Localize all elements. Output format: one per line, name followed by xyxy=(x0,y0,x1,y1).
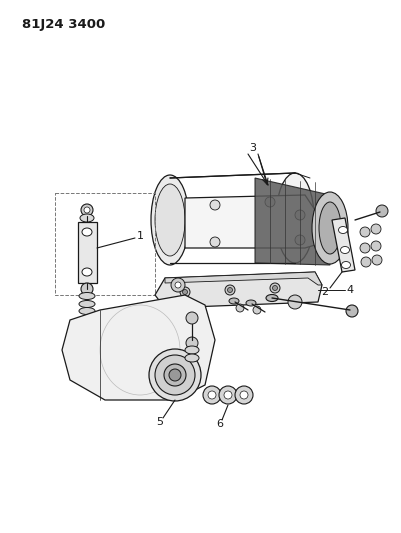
Text: 5: 5 xyxy=(156,417,163,427)
Ellipse shape xyxy=(184,354,198,362)
Polygon shape xyxy=(62,295,215,400)
Circle shape xyxy=(269,283,279,293)
Ellipse shape xyxy=(245,300,255,306)
Circle shape xyxy=(219,386,237,404)
Ellipse shape xyxy=(151,175,188,265)
Circle shape xyxy=(359,243,369,253)
Circle shape xyxy=(360,257,370,267)
Circle shape xyxy=(370,241,380,251)
Circle shape xyxy=(223,391,231,399)
Polygon shape xyxy=(184,195,314,248)
Circle shape xyxy=(203,386,221,404)
Circle shape xyxy=(186,312,198,324)
Circle shape xyxy=(174,282,180,288)
Circle shape xyxy=(294,210,304,220)
Ellipse shape xyxy=(79,301,95,308)
Circle shape xyxy=(170,278,184,292)
Ellipse shape xyxy=(79,308,95,314)
Circle shape xyxy=(209,237,219,247)
Ellipse shape xyxy=(80,214,94,222)
Circle shape xyxy=(345,305,357,317)
Ellipse shape xyxy=(155,355,194,395)
Text: 6: 6 xyxy=(216,419,223,429)
Ellipse shape xyxy=(275,173,313,263)
Polygon shape xyxy=(254,178,329,265)
Circle shape xyxy=(239,391,247,399)
Circle shape xyxy=(359,227,369,237)
Ellipse shape xyxy=(164,364,186,386)
Text: 81J24 3400: 81J24 3400 xyxy=(22,18,105,31)
Ellipse shape xyxy=(149,349,200,401)
Circle shape xyxy=(375,205,387,217)
Circle shape xyxy=(235,386,252,404)
Circle shape xyxy=(209,200,219,210)
Circle shape xyxy=(252,306,260,314)
Ellipse shape xyxy=(79,293,95,300)
Ellipse shape xyxy=(318,202,340,254)
Ellipse shape xyxy=(229,298,239,304)
Circle shape xyxy=(287,295,301,309)
Text: 2: 2 xyxy=(321,287,328,297)
Circle shape xyxy=(264,197,274,207)
Text: 4: 4 xyxy=(346,285,353,295)
Circle shape xyxy=(235,304,243,312)
Circle shape xyxy=(81,204,93,216)
Circle shape xyxy=(227,287,232,293)
Ellipse shape xyxy=(338,227,346,233)
Circle shape xyxy=(207,391,215,399)
Ellipse shape xyxy=(168,369,180,381)
Ellipse shape xyxy=(155,184,184,256)
Ellipse shape xyxy=(82,228,92,236)
Circle shape xyxy=(182,289,187,295)
Polygon shape xyxy=(155,272,321,308)
Ellipse shape xyxy=(311,192,347,264)
Circle shape xyxy=(225,285,235,295)
Circle shape xyxy=(272,286,277,290)
Text: 1: 1 xyxy=(136,231,143,241)
Circle shape xyxy=(180,287,190,297)
Polygon shape xyxy=(164,272,321,285)
Circle shape xyxy=(81,283,93,295)
Polygon shape xyxy=(78,222,97,283)
Ellipse shape xyxy=(340,246,348,254)
Circle shape xyxy=(294,235,304,245)
Ellipse shape xyxy=(82,268,92,276)
Ellipse shape xyxy=(265,295,277,302)
Circle shape xyxy=(371,255,381,265)
Ellipse shape xyxy=(184,346,198,354)
Circle shape xyxy=(186,337,198,349)
Ellipse shape xyxy=(341,262,350,269)
Text: 3: 3 xyxy=(249,143,256,153)
Polygon shape xyxy=(331,218,354,272)
Circle shape xyxy=(84,207,90,213)
Circle shape xyxy=(370,224,380,234)
